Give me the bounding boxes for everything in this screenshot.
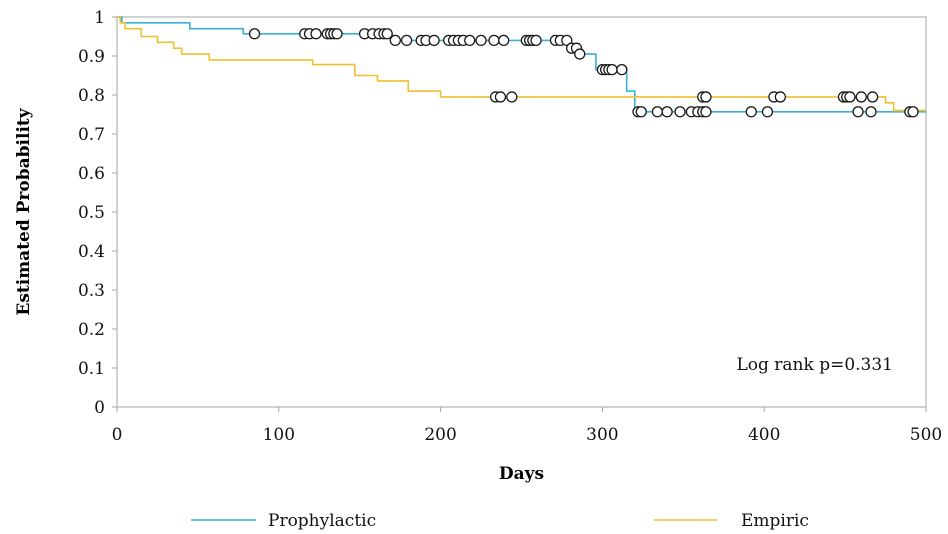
y-tick-label: 0.9: [78, 47, 105, 67]
censor-marker-prophylactic: [400, 34, 413, 47]
censor-marker-prophylactic: [651, 106, 664, 118]
censor-marker-empiric: [866, 91, 879, 103]
series-line-empiric: [117, 16, 926, 112]
censor-marker-prophylactic: [635, 106, 647, 118]
censor-marker-prophylactic: [248, 28, 261, 40]
censor-marker-prophylactic: [488, 34, 500, 47]
censor-marker-prophylactic: [331, 28, 343, 40]
y-tick-label: 0.2: [78, 320, 105, 340]
censor-marker-prophylactic: [661, 106, 673, 118]
legend: Prophylactic Empiric: [191, 511, 809, 531]
censor-marker-empiric: [494, 91, 507, 103]
y-tick-label: 0.1: [78, 359, 105, 379]
x-tick-label: 200: [424, 425, 456, 445]
censor-marker-prophylactic: [865, 106, 877, 118]
series-layer: [117, 16, 926, 118]
censor-marker-prophylactic: [464, 34, 476, 47]
censor-marker-prophylactic: [761, 106, 774, 118]
legend-label-empiric: Empiric: [741, 511, 809, 531]
censor-marker-empiric: [774, 91, 787, 103]
plot-area: [116, 16, 927, 408]
censor-marker-prophylactic: [530, 34, 542, 47]
y-tick-label: 0.3: [78, 281, 105, 301]
x-tick-label: 100: [263, 425, 295, 445]
x-tick-label: 300: [586, 425, 618, 445]
censor-marker-prophylactic: [674, 106, 686, 118]
y-tick-label: 1: [94, 8, 105, 28]
y-tick-label: 0.4: [78, 242, 105, 262]
x-tick-label: 400: [748, 425, 780, 445]
censor-marker-prophylactic: [428, 34, 440, 47]
x-tick-label: 500: [910, 425, 942, 445]
censor-marker-prophylactic: [852, 106, 864, 118]
y-tick-label: 0.7: [78, 125, 105, 145]
censor-marker-prophylactic: [574, 48, 586, 60]
x-axis-title: Days: [499, 464, 544, 484]
censor-marker-prophylactic: [616, 64, 628, 76]
censor-marker-prophylactic: [498, 34, 510, 47]
censor-marker-prophylactic: [745, 106, 757, 118]
y-tick-label: 0.6: [78, 164, 105, 184]
plot-border: [116, 16, 927, 408]
legend-label-prophylactic: Prophylactic: [268, 511, 376, 531]
censor-marker-prophylactic: [475, 34, 487, 47]
log-rank-annotation: Log rank p=0.331: [736, 355, 893, 375]
x-tick-label: 0: [112, 425, 123, 445]
censor-marker-prophylactic: [907, 106, 919, 118]
y-tick-label: 0.8: [78, 86, 105, 106]
y-tick-label: 0.5: [78, 203, 105, 223]
censor-marker-prophylactic: [700, 106, 712, 118]
censor-marker-prophylactic: [310, 28, 322, 40]
y-tick-label: 0: [94, 398, 105, 418]
axes: 0 100 200 300 400 500 0 0.1 0.2 0.3 0.4 0.5 0.6 0.7 0.…: [78, 8, 942, 445]
censor-marker-prophylactic: [606, 64, 618, 76]
censor-marker-empiric: [700, 91, 712, 103]
censor-marker-prophylactic: [381, 28, 393, 40]
censor-marker-empiric: [506, 91, 518, 103]
y-axis-title: Estimated Probability: [14, 107, 34, 315]
censor-marker-empiric: [855, 91, 867, 103]
censor-marker-empiric: [844, 91, 856, 103]
censor-marker-prophylactic: [389, 34, 401, 47]
